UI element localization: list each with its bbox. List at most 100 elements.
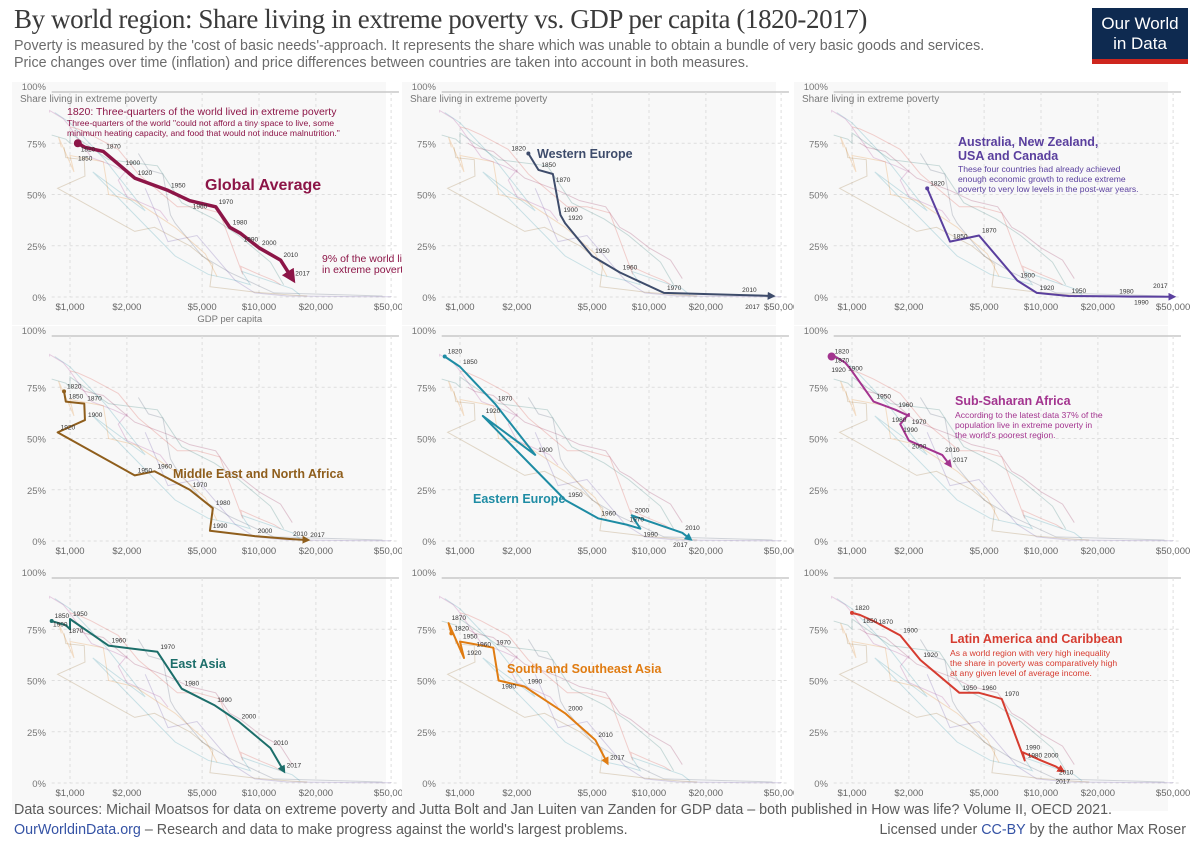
series-start-dot	[442, 354, 447, 359]
background-series-line	[137, 639, 383, 783]
background-series-line	[446, 633, 698, 783]
x-tick-label: $10,000	[632, 302, 666, 313]
y-tick-label: 0%	[32, 779, 46, 790]
y-tick-label: 100%	[412, 326, 437, 337]
year-label: 1990	[1134, 300, 1149, 307]
year-label: 2000	[1044, 752, 1059, 759]
background-series-line	[69, 612, 281, 772]
end-note: in extreme poverty	[322, 264, 409, 276]
x-tick-label: $50,000	[374, 302, 408, 313]
background-series-line	[446, 391, 698, 541]
series-line	[926, 187, 1177, 301]
series-start-dot	[73, 139, 82, 148]
year-label: 2000	[568, 705, 583, 712]
region-title: Western Europe	[537, 147, 633, 161]
panel-south-and-southeast-asia: 0% 25% 50% 75% 100% $1,000 $2,000 $5,000 $10,000…	[402, 568, 798, 811]
background-series-line	[833, 618, 1067, 771]
x-tick-label: $20,000	[299, 302, 333, 313]
region-title: USA and Canada	[958, 149, 1059, 163]
background-series-line	[441, 618, 675, 771]
year-label: 1960	[601, 510, 616, 517]
year-label: 1980	[185, 681, 200, 688]
background-series-line	[54, 356, 301, 540]
panel-background	[402, 568, 776, 811]
background-series-line	[836, 356, 1083, 540]
year-label: 2010	[293, 531, 308, 538]
year-label: 1870	[498, 396, 513, 403]
year-label: 1970	[193, 482, 208, 489]
x-tick-label: $50,000	[764, 788, 798, 799]
background-series-line	[859, 142, 1075, 279]
background-series-line	[851, 370, 1063, 530]
background-series-line	[831, 595, 951, 708]
y-tick-label: 75%	[417, 383, 437, 394]
year-label: 1980	[892, 417, 907, 424]
owid-link[interactable]: OurWorldinData.org	[14, 822, 141, 838]
x-tick-label: $2,000	[894, 788, 923, 799]
background-series-line	[444, 112, 691, 296]
y-tick-label: 50%	[417, 677, 437, 688]
background-series-line	[831, 109, 951, 222]
background-series-line	[58, 622, 218, 763]
x-tick-label: $10,000	[1024, 302, 1058, 313]
year-label: 1870	[982, 228, 997, 235]
year-label: 1870	[835, 357, 850, 364]
y-tick-label: 50%	[809, 677, 829, 688]
year-label: 1850	[541, 162, 556, 169]
y-tick-label: 0%	[422, 293, 436, 304]
x-tick-label: $20,000	[299, 546, 333, 557]
license-link[interactable]: CC-BY	[981, 822, 1026, 838]
year-label: 1820	[454, 625, 469, 632]
year-label: 2010	[685, 525, 700, 532]
x-tick-label: $10,000	[242, 546, 276, 557]
footer-sources: Data sources: Michail Moatsos for data o…	[14, 802, 1113, 818]
y-tick-label: 25%	[809, 242, 829, 253]
background-series-line	[467, 386, 683, 523]
panel-latin-america-and-caribbean: 0% 25% 50% 75% 100% $1,000 $2,000 $5,000 $10,000…	[794, 568, 1190, 811]
region-title: East Asia	[170, 657, 227, 671]
year-label: 1960	[982, 685, 997, 692]
y-tick-label: 0%	[422, 537, 436, 548]
year-label: 1900	[563, 207, 578, 214]
year-label: 1970	[629, 517, 644, 524]
background-series-line	[919, 639, 1165, 783]
year-label: 2000	[635, 507, 650, 514]
series-start-dot	[49, 619, 54, 624]
x-axis-label: GDP per capita	[197, 314, 262, 325]
chart-subtitle: Poverty is measured by the 'cost of basi…	[14, 38, 1086, 72]
annotation-text: As a world region with very high inequal…	[950, 648, 1111, 658]
y-tick-label: 50%	[417, 435, 437, 446]
background-series-line	[144, 674, 392, 784]
x-tick-label: $50,000	[764, 302, 798, 313]
background-series-line	[56, 147, 308, 297]
series-line	[830, 353, 952, 468]
background-series-line	[859, 386, 1075, 523]
panel-eastern-europe: 0% 25% 50% 75% 100% $1,000 $2,000 $5,000 $10,000…	[402, 326, 798, 569]
year-label: 1900	[1020, 273, 1035, 280]
year-label: 1820	[835, 349, 850, 356]
panel-background	[402, 82, 776, 325]
y-tick-label: 50%	[809, 435, 829, 446]
background-series-line	[444, 598, 691, 782]
x-tick-label: $5,000	[188, 546, 217, 557]
year-label: 2017	[310, 532, 325, 539]
background-series-line	[926, 674, 1174, 784]
year-label: 1820	[930, 180, 945, 187]
y-tick-label: 0%	[422, 779, 436, 790]
x-tick-label: $20,000	[299, 788, 333, 799]
background-series-line	[441, 132, 675, 285]
x-tick-label: $5,000	[188, 302, 217, 313]
y-tick-label: 75%	[809, 139, 829, 150]
year-label: 1950	[463, 634, 478, 641]
year-label: 1990	[244, 236, 259, 243]
series-line	[527, 152, 776, 300]
background-series-line	[919, 397, 1165, 541]
year-label: 1820	[448, 349, 463, 356]
logo-line-2: in Data	[1113, 34, 1167, 53]
y-tick-label: 100%	[804, 326, 829, 337]
year-label: 1950	[568, 492, 583, 499]
background-series-line	[439, 109, 559, 222]
y-axis-label: Share living in extreme poverty	[802, 94, 939, 105]
owid-logo[interactable]: Our World in Data	[1092, 8, 1188, 64]
year-label: 1970	[667, 285, 682, 292]
